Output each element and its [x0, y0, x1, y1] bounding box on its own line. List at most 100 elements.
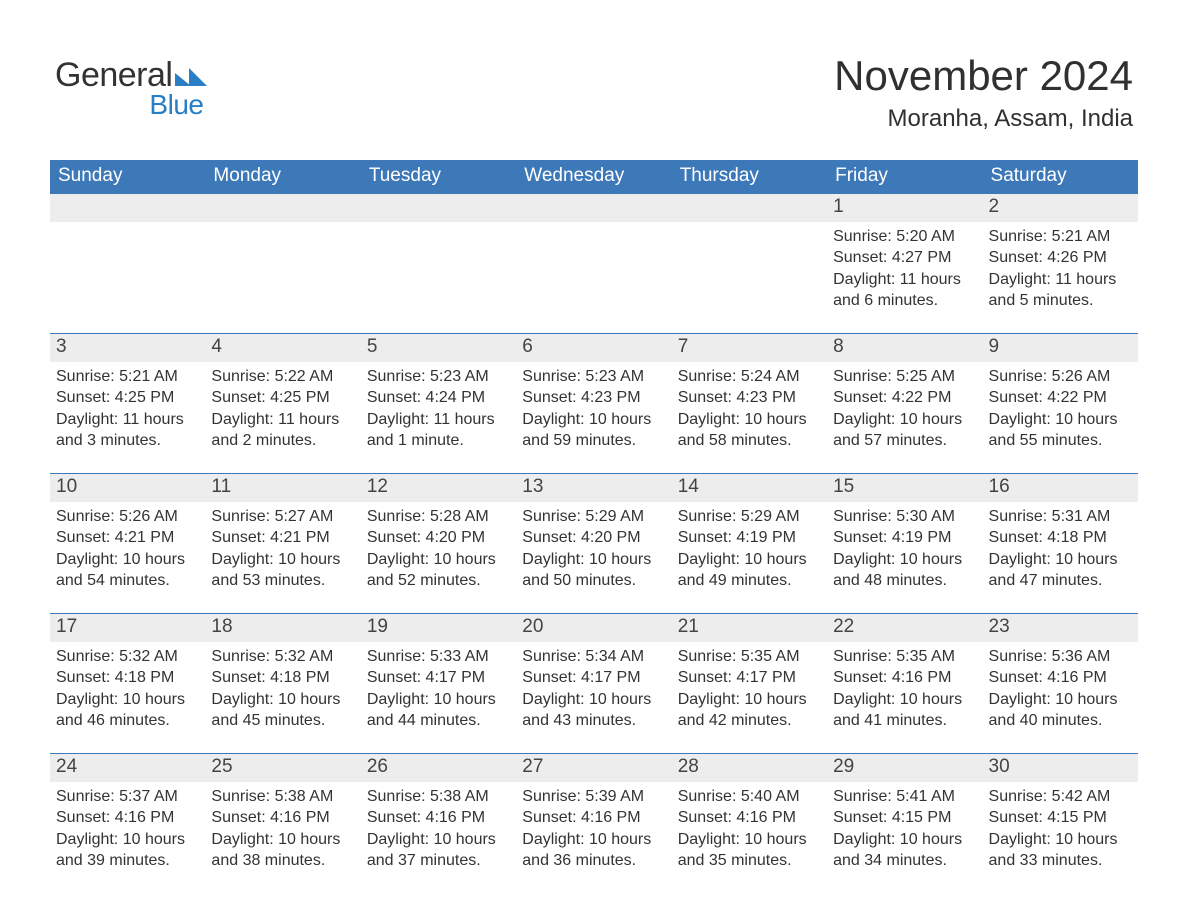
sunrise-text: Sunrise: 5:35 AM [678, 646, 821, 668]
location-label: Moranha, Assam, India [834, 105, 1133, 133]
sunrise-text: Sunrise: 5:38 AM [211, 786, 354, 808]
day-details: Sunrise: 5:30 AMSunset: 4:19 PMDaylight:… [827, 502, 982, 596]
calendar-cell: 18Sunrise: 5:32 AMSunset: 4:18 PMDayligh… [205, 613, 360, 753]
calendar-cell: 30Sunrise: 5:42 AMSunset: 4:15 PMDayligh… [983, 753, 1138, 893]
day-details: Sunrise: 5:25 AMSunset: 4:22 PMDaylight:… [827, 362, 982, 456]
calendar-cell: 27Sunrise: 5:39 AMSunset: 4:16 PMDayligh… [516, 753, 671, 893]
day-number: 6 [516, 333, 671, 362]
daylight-text: Daylight: 10 hours and 50 minutes. [522, 549, 665, 592]
sunrise-text: Sunrise: 5:32 AM [211, 646, 354, 668]
sunset-text: Sunset: 4:22 PM [833, 387, 976, 409]
sunset-text: Sunset: 4:16 PM [211, 807, 354, 829]
sunset-text: Sunset: 4:16 PM [522, 807, 665, 829]
sunset-text: Sunset: 4:23 PM [522, 387, 665, 409]
sunrise-text: Sunrise: 5:35 AM [833, 646, 976, 668]
sunrise-text: Sunrise: 5:28 AM [367, 506, 510, 528]
day-number: 17 [50, 613, 205, 642]
day-number: 21 [672, 613, 827, 642]
sunset-text: Sunset: 4:25 PM [211, 387, 354, 409]
sunrise-text: Sunrise: 5:38 AM [367, 786, 510, 808]
col-tuesday: Tuesday [361, 160, 516, 193]
daylight-text: Daylight: 10 hours and 36 minutes. [522, 829, 665, 872]
daylight-text: Daylight: 11 hours and 6 minutes. [833, 269, 976, 312]
day-number: 3 [50, 333, 205, 362]
calendar-cell [361, 193, 516, 333]
sunset-text: Sunset: 4:15 PM [989, 807, 1132, 829]
logo-line1: General [55, 58, 207, 92]
day-details: Sunrise: 5:27 AMSunset: 4:21 PMDaylight:… [205, 502, 360, 596]
calendar-head: Sunday Monday Tuesday Wednesday Thursday… [50, 160, 1138, 193]
day-details: Sunrise: 5:38 AMSunset: 4:16 PMDaylight:… [361, 782, 516, 876]
day-number: 10 [50, 473, 205, 502]
daylight-text: Daylight: 10 hours and 48 minutes. [833, 549, 976, 592]
page: General Blue November 2024 Moranha, Assa… [0, 0, 1188, 918]
sunset-text: Sunset: 4:22 PM [989, 387, 1132, 409]
day-number: 5 [361, 333, 516, 362]
sunrise-text: Sunrise: 5:39 AM [522, 786, 665, 808]
calendar-cell: 16Sunrise: 5:31 AMSunset: 4:18 PMDayligh… [983, 473, 1138, 613]
day-number: 23 [983, 613, 1138, 642]
day-number: 13 [516, 473, 671, 502]
day-details: Sunrise: 5:41 AMSunset: 4:15 PMDaylight:… [827, 782, 982, 876]
calendar-cell: 17Sunrise: 5:32 AMSunset: 4:18 PMDayligh… [50, 613, 205, 753]
daylight-text: Daylight: 10 hours and 38 minutes. [211, 829, 354, 872]
day-details: Sunrise: 5:26 AMSunset: 4:21 PMDaylight:… [50, 502, 205, 596]
sunrise-text: Sunrise: 5:26 AM [989, 366, 1132, 388]
sunrise-text: Sunrise: 5:40 AM [678, 786, 821, 808]
logo: General Blue [55, 58, 207, 117]
day-number [205, 193, 360, 222]
col-monday: Monday [205, 160, 360, 193]
sunset-text: Sunset: 4:21 PM [56, 527, 199, 549]
daylight-text: Daylight: 10 hours and 49 minutes. [678, 549, 821, 592]
day-number: 14 [672, 473, 827, 502]
daylight-text: Daylight: 10 hours and 53 minutes. [211, 549, 354, 592]
sunset-text: Sunset: 4:19 PM [833, 527, 976, 549]
day-number: 9 [983, 333, 1138, 362]
day-details: Sunrise: 5:31 AMSunset: 4:18 PMDaylight:… [983, 502, 1138, 596]
calendar-cell [672, 193, 827, 333]
daylight-text: Daylight: 10 hours and 52 minutes. [367, 549, 510, 592]
day-details: Sunrise: 5:21 AMSunset: 4:25 PMDaylight:… [50, 362, 205, 456]
daylight-text: Daylight: 10 hours and 40 minutes. [989, 689, 1132, 732]
sunset-text: Sunset: 4:17 PM [522, 667, 665, 689]
daylight-text: Daylight: 10 hours and 46 minutes. [56, 689, 199, 732]
sunset-text: Sunset: 4:17 PM [367, 667, 510, 689]
sunrise-text: Sunrise: 5:21 AM [989, 226, 1132, 248]
day-number [361, 193, 516, 222]
calendar-cell: 22Sunrise: 5:35 AMSunset: 4:16 PMDayligh… [827, 613, 982, 753]
calendar-cell: 7Sunrise: 5:24 AMSunset: 4:23 PMDaylight… [672, 333, 827, 473]
sunset-text: Sunset: 4:20 PM [522, 527, 665, 549]
page-title: November 2024 [834, 55, 1133, 97]
daylight-text: Daylight: 11 hours and 5 minutes. [989, 269, 1132, 312]
day-number: 26 [361, 753, 516, 782]
sunrise-text: Sunrise: 5:26 AM [56, 506, 199, 528]
daylight-text: Daylight: 10 hours and 58 minutes. [678, 409, 821, 452]
sunset-text: Sunset: 4:24 PM [367, 387, 510, 409]
day-number: 4 [205, 333, 360, 362]
day-number [50, 193, 205, 222]
daylight-text: Daylight: 10 hours and 42 minutes. [678, 689, 821, 732]
sunset-text: Sunset: 4:17 PM [678, 667, 821, 689]
day-number: 30 [983, 753, 1138, 782]
calendar-cell: 19Sunrise: 5:33 AMSunset: 4:17 PMDayligh… [361, 613, 516, 753]
sunset-text: Sunset: 4:18 PM [211, 667, 354, 689]
day-details: Sunrise: 5:40 AMSunset: 4:16 PMDaylight:… [672, 782, 827, 876]
sunrise-text: Sunrise: 5:23 AM [367, 366, 510, 388]
daylight-text: Daylight: 10 hours and 57 minutes. [833, 409, 976, 452]
day-number: 18 [205, 613, 360, 642]
day-details: Sunrise: 5:35 AMSunset: 4:17 PMDaylight:… [672, 642, 827, 736]
calendar-cell: 1Sunrise: 5:20 AMSunset: 4:27 PMDaylight… [827, 193, 982, 333]
daylight-text: Daylight: 10 hours and 35 minutes. [678, 829, 821, 872]
daylight-text: Daylight: 10 hours and 39 minutes. [56, 829, 199, 872]
day-number: 16 [983, 473, 1138, 502]
calendar-cell: 8Sunrise: 5:25 AMSunset: 4:22 PMDaylight… [827, 333, 982, 473]
calendar-cell: 10Sunrise: 5:26 AMSunset: 4:21 PMDayligh… [50, 473, 205, 613]
col-friday: Friday [827, 160, 982, 193]
day-number: 1 [827, 193, 982, 222]
sunrise-text: Sunrise: 5:29 AM [678, 506, 821, 528]
day-number: 11 [205, 473, 360, 502]
calendar-week: 10Sunrise: 5:26 AMSunset: 4:21 PMDayligh… [50, 473, 1138, 613]
day-details: Sunrise: 5:21 AMSunset: 4:26 PMDaylight:… [983, 222, 1138, 316]
sunset-text: Sunset: 4:21 PM [211, 527, 354, 549]
day-number: 25 [205, 753, 360, 782]
